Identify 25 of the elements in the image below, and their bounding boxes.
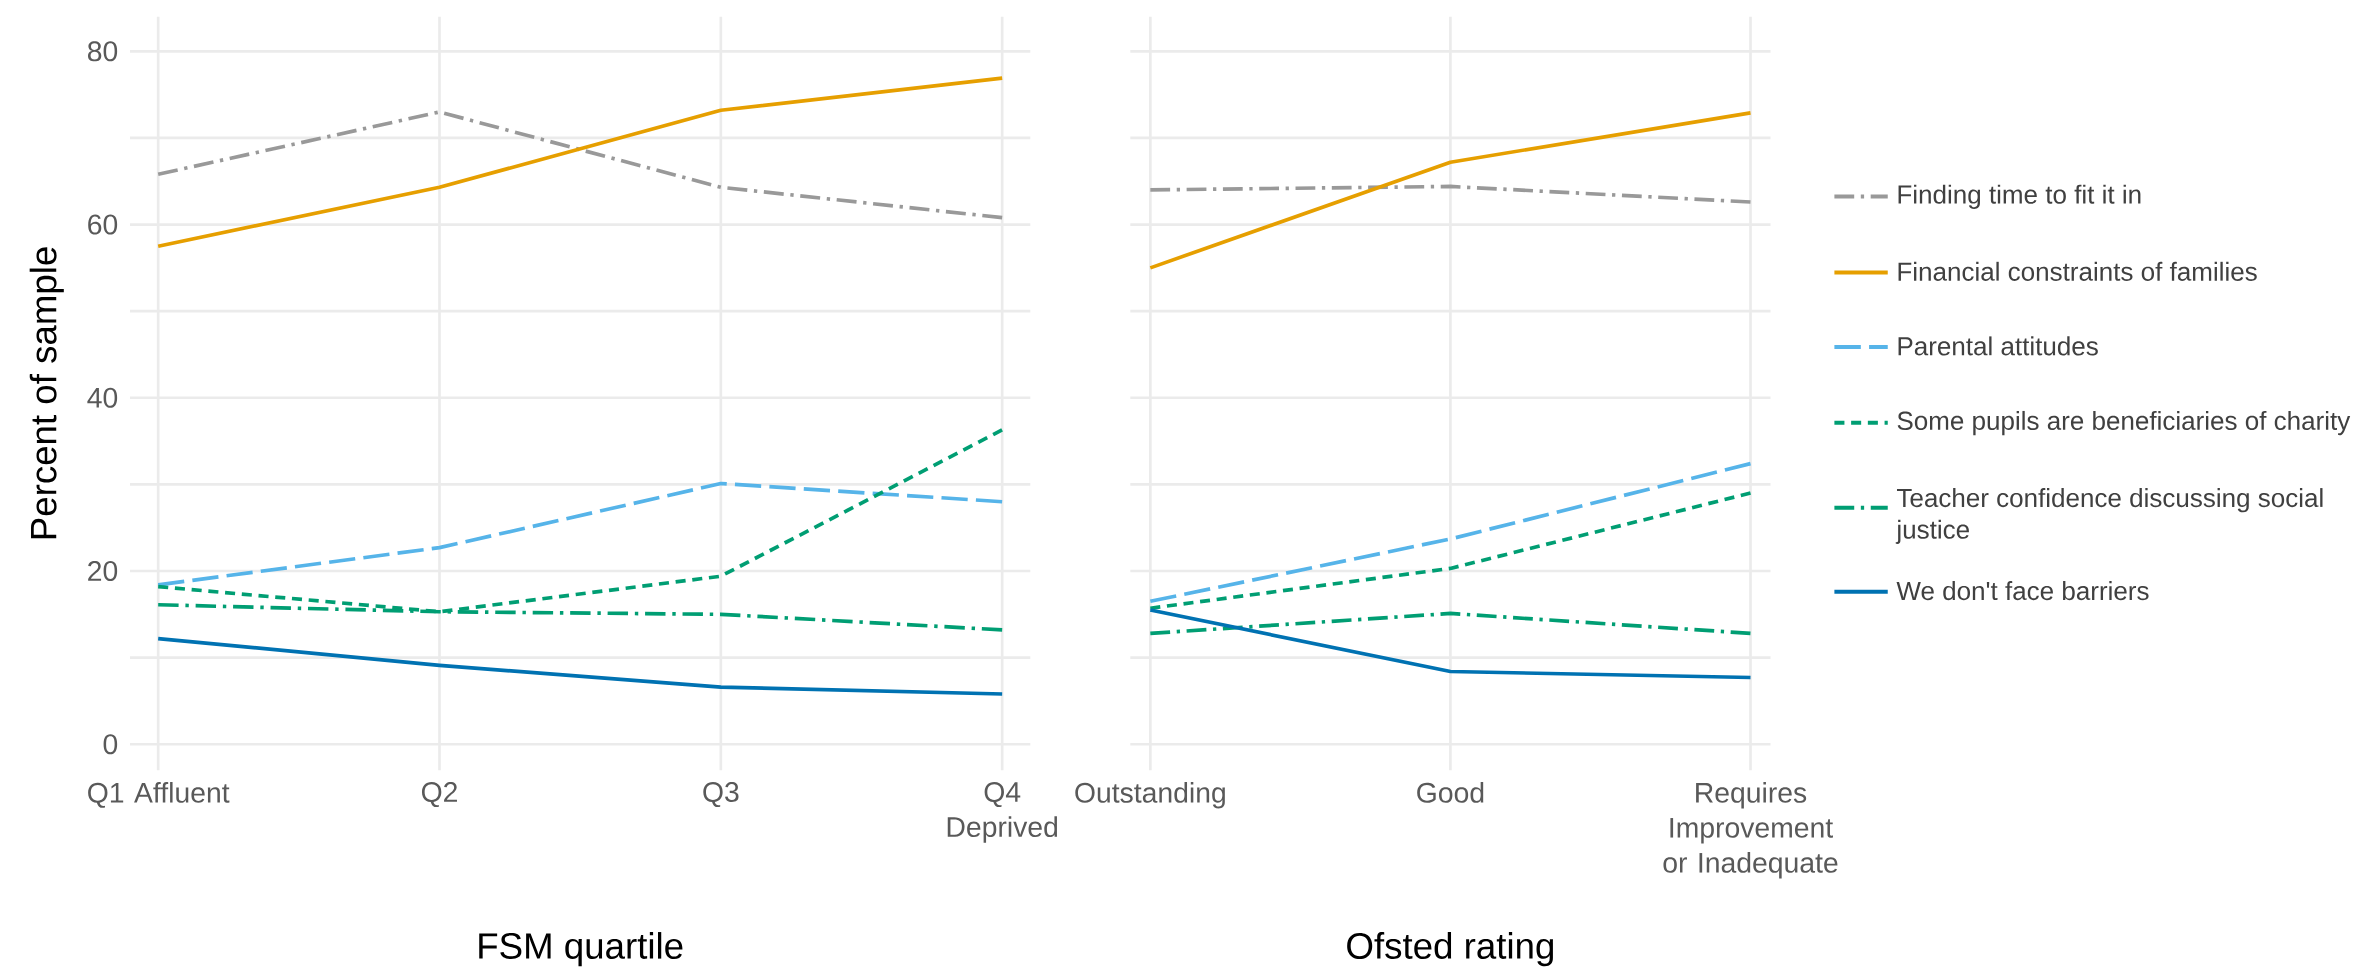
y-tick-label: 40 bbox=[87, 387, 118, 408]
legend-label: Financial constraints of families bbox=[1898, 261, 2257, 282]
y-axis-title: Percent of sample bbox=[29, 247, 64, 539]
y-tick-label: 0 bbox=[103, 734, 118, 755]
y-tick-label: 80 bbox=[87, 41, 118, 62]
y-tick-label: 60 bbox=[88, 214, 118, 235]
x-tick-label: Q3 bbox=[703, 782, 739, 808]
legend-label: Teacher confidence discussing social justice bbox=[1895, 488, 2323, 545]
line-series bbox=[156, 110, 1004, 220]
x-tick-label: Good bbox=[1417, 782, 1484, 803]
x-axis-title: FSM quartile bbox=[479, 932, 683, 967]
x-axis-title: Ofsted rating bbox=[1347, 932, 1554, 967]
legend-label: Finding time to fit it in bbox=[1898, 184, 2141, 210]
line-series bbox=[156, 76, 1004, 249]
legend-label: We don't face barriers bbox=[1896, 581, 2149, 601]
line-series bbox=[156, 636, 1004, 697]
line-series bbox=[156, 481, 1004, 587]
x-tick-label: Requires Improvement or Inadequate bbox=[1663, 782, 1838, 879]
x-tick-label: Q1 Affluent bbox=[88, 782, 230, 809]
x-tick-label: Q2 bbox=[421, 782, 457, 808]
x-tick-label: Outstanding bbox=[1075, 782, 1225, 809]
legend-label: Some pupils are beneficiaries of charity bbox=[1897, 411, 2351, 436]
x-tick-label: Q4 Deprived bbox=[947, 782, 1058, 843]
legend-label: Parental attitudes bbox=[1898, 336, 2098, 356]
y-tick-label: 20 bbox=[88, 561, 118, 582]
